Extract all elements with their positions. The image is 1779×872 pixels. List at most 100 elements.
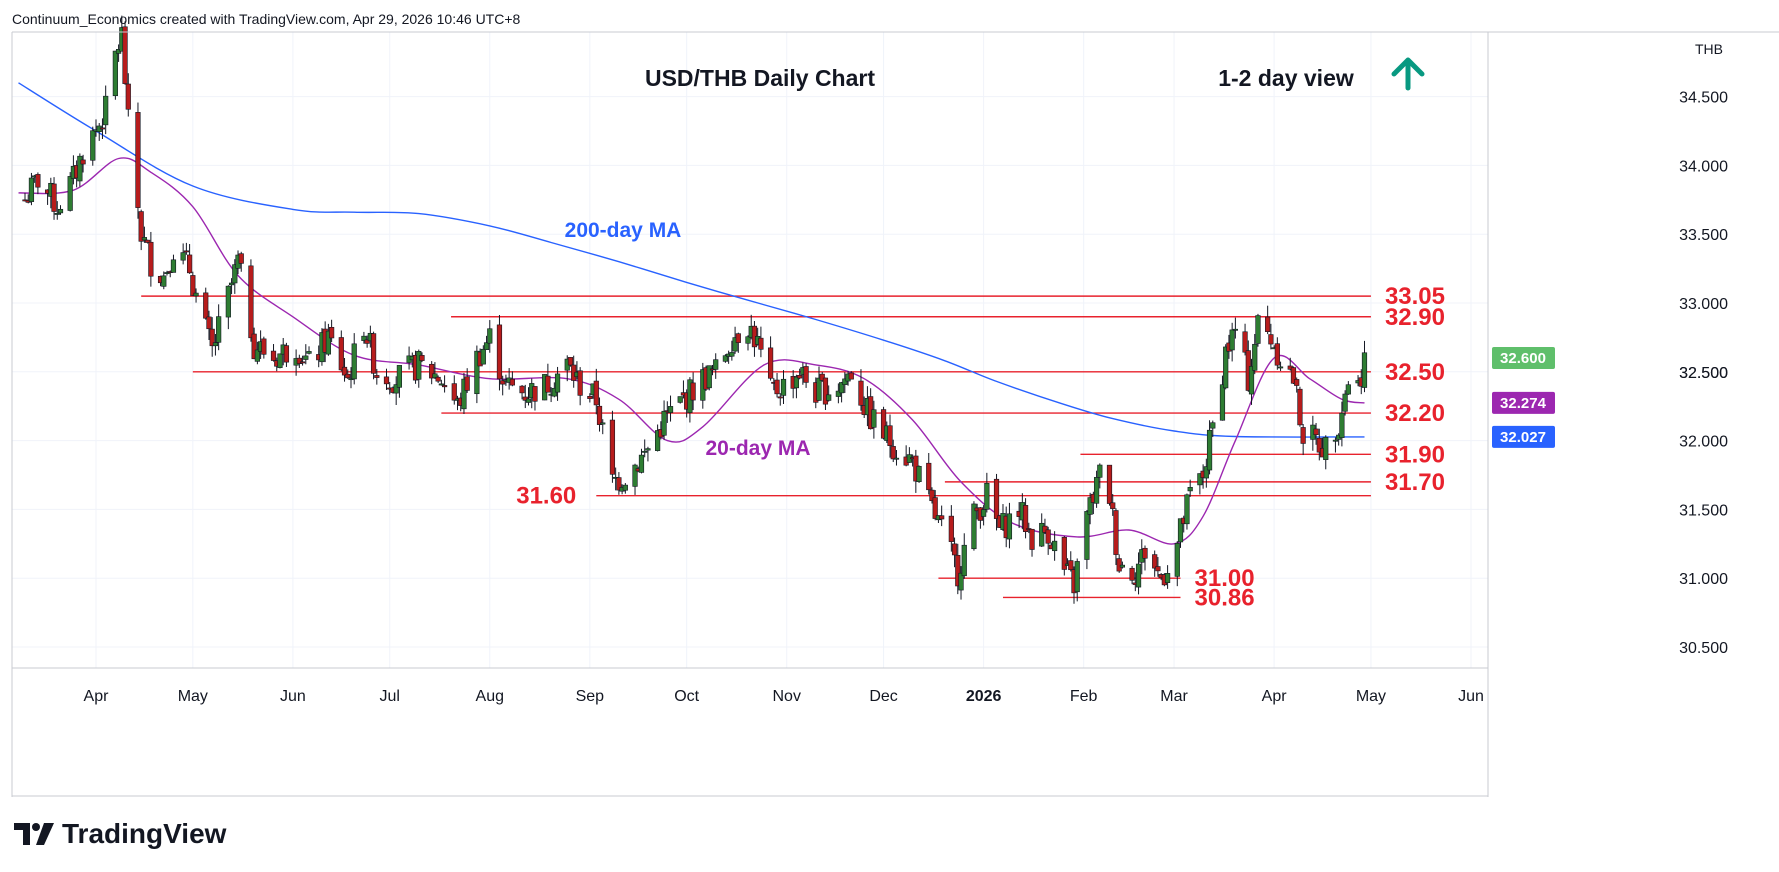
candle[interactable] — [587, 393, 593, 403]
candle[interactable] — [1068, 551, 1074, 572]
candle[interactable] — [793, 374, 800, 399]
candle[interactable] — [164, 270, 170, 276]
candle[interactable] — [632, 463, 638, 495]
candle[interactable] — [596, 397, 603, 432]
candle[interactable] — [1113, 508, 1119, 566]
candle[interactable] — [981, 505, 987, 526]
candle[interactable] — [1206, 420, 1213, 475]
candle[interactable] — [451, 375, 457, 405]
tradingview-brand[interactable]: TradingView — [14, 818, 226, 850]
candle[interactable] — [480, 345, 486, 365]
candle[interactable] — [1232, 317, 1238, 339]
candle[interactable] — [325, 323, 331, 356]
candle[interactable] — [432, 362, 438, 379]
candle[interactable] — [1219, 375, 1226, 421]
candle[interactable] — [1184, 493, 1190, 530]
candle[interactable] — [642, 439, 648, 458]
candle[interactable] — [713, 353, 719, 379]
candle[interactable] — [51, 177, 57, 220]
candle[interactable] — [645, 446, 651, 462]
candle[interactable] — [1210, 420, 1216, 438]
candle[interactable] — [1087, 492, 1093, 525]
candle[interactable] — [54, 201, 60, 220]
candle[interactable] — [1135, 552, 1142, 595]
candle[interactable] — [993, 473, 1000, 531]
candle[interactable] — [1093, 470, 1100, 508]
candle[interactable] — [1110, 493, 1116, 516]
candle[interactable] — [364, 335, 370, 348]
candle[interactable] — [932, 490, 938, 521]
candle[interactable] — [228, 278, 235, 295]
candle[interactable] — [638, 448, 645, 474]
candle[interactable] — [138, 209, 144, 251]
candle[interactable] — [1290, 366, 1297, 385]
candle[interactable] — [345, 369, 351, 379]
candle[interactable] — [212, 334, 219, 356]
candle[interactable] — [887, 414, 893, 458]
candle[interactable] — [1248, 358, 1255, 405]
candle[interactable] — [180, 243, 186, 265]
candle[interactable] — [1177, 518, 1184, 548]
candle[interactable] — [1084, 510, 1090, 570]
candle[interactable] — [183, 242, 189, 255]
candle[interactable] — [416, 349, 422, 388]
candle[interactable] — [1274, 337, 1280, 370]
candle[interactable] — [532, 386, 538, 411]
candle[interactable] — [1119, 561, 1126, 569]
candle[interactable] — [90, 126, 96, 166]
candle[interactable] — [767, 336, 774, 381]
candle[interactable] — [1129, 565, 1135, 585]
candle[interactable] — [1277, 361, 1284, 371]
candle[interactable] — [396, 365, 403, 398]
candle[interactable] — [329, 319, 335, 343]
candle[interactable] — [890, 439, 896, 463]
candlesticks[interactable] — [22, 15, 1368, 604]
candle[interactable] — [939, 505, 945, 527]
candle[interactable] — [1142, 545, 1148, 571]
candle[interactable] — [1042, 518, 1048, 534]
candle[interactable] — [826, 385, 832, 402]
candle[interactable] — [248, 259, 254, 342]
candle[interactable] — [758, 326, 764, 358]
candle[interactable] — [351, 333, 357, 385]
candle[interactable] — [609, 410, 616, 483]
candle[interactable] — [1155, 557, 1161, 577]
candle[interactable] — [1265, 305, 1271, 335]
candle[interactable] — [951, 537, 958, 568]
candle[interactable] — [1197, 473, 1203, 495]
candle[interactable] — [238, 251, 244, 272]
candle[interactable] — [690, 372, 696, 411]
candle[interactable] — [283, 342, 290, 367]
candle[interactable] — [1022, 498, 1029, 539]
candle[interactable] — [435, 375, 441, 383]
candle[interactable] — [1297, 386, 1303, 427]
candle[interactable] — [1332, 437, 1339, 453]
candle[interactable] — [732, 326, 738, 354]
candle[interactable] — [1345, 381, 1351, 395]
candle[interactable] — [28, 172, 35, 206]
candle[interactable] — [803, 363, 809, 388]
candle[interactable] — [1164, 565, 1171, 589]
candle[interactable] — [1074, 558, 1080, 602]
candle[interactable] — [893, 449, 900, 466]
candle[interactable] — [216, 304, 222, 351]
candle[interactable] — [193, 288, 199, 303]
candle[interactable] — [842, 372, 848, 394]
candle[interactable] — [1252, 333, 1258, 375]
candle[interactable] — [383, 368, 390, 390]
candle[interactable] — [1187, 479, 1193, 497]
candle[interactable] — [1029, 528, 1035, 557]
candle[interactable] — [496, 314, 503, 391]
candle[interactable] — [961, 533, 967, 579]
candle[interactable] — [112, 50, 118, 100]
candle[interactable] — [655, 424, 661, 452]
candle[interactable] — [600, 419, 606, 435]
candle[interactable] — [1361, 340, 1368, 393]
candle[interactable] — [616, 472, 622, 495]
candle[interactable] — [1006, 502, 1013, 549]
candle[interactable] — [145, 239, 151, 244]
candle[interactable] — [1106, 464, 1113, 506]
candle[interactable] — [729, 340, 735, 361]
